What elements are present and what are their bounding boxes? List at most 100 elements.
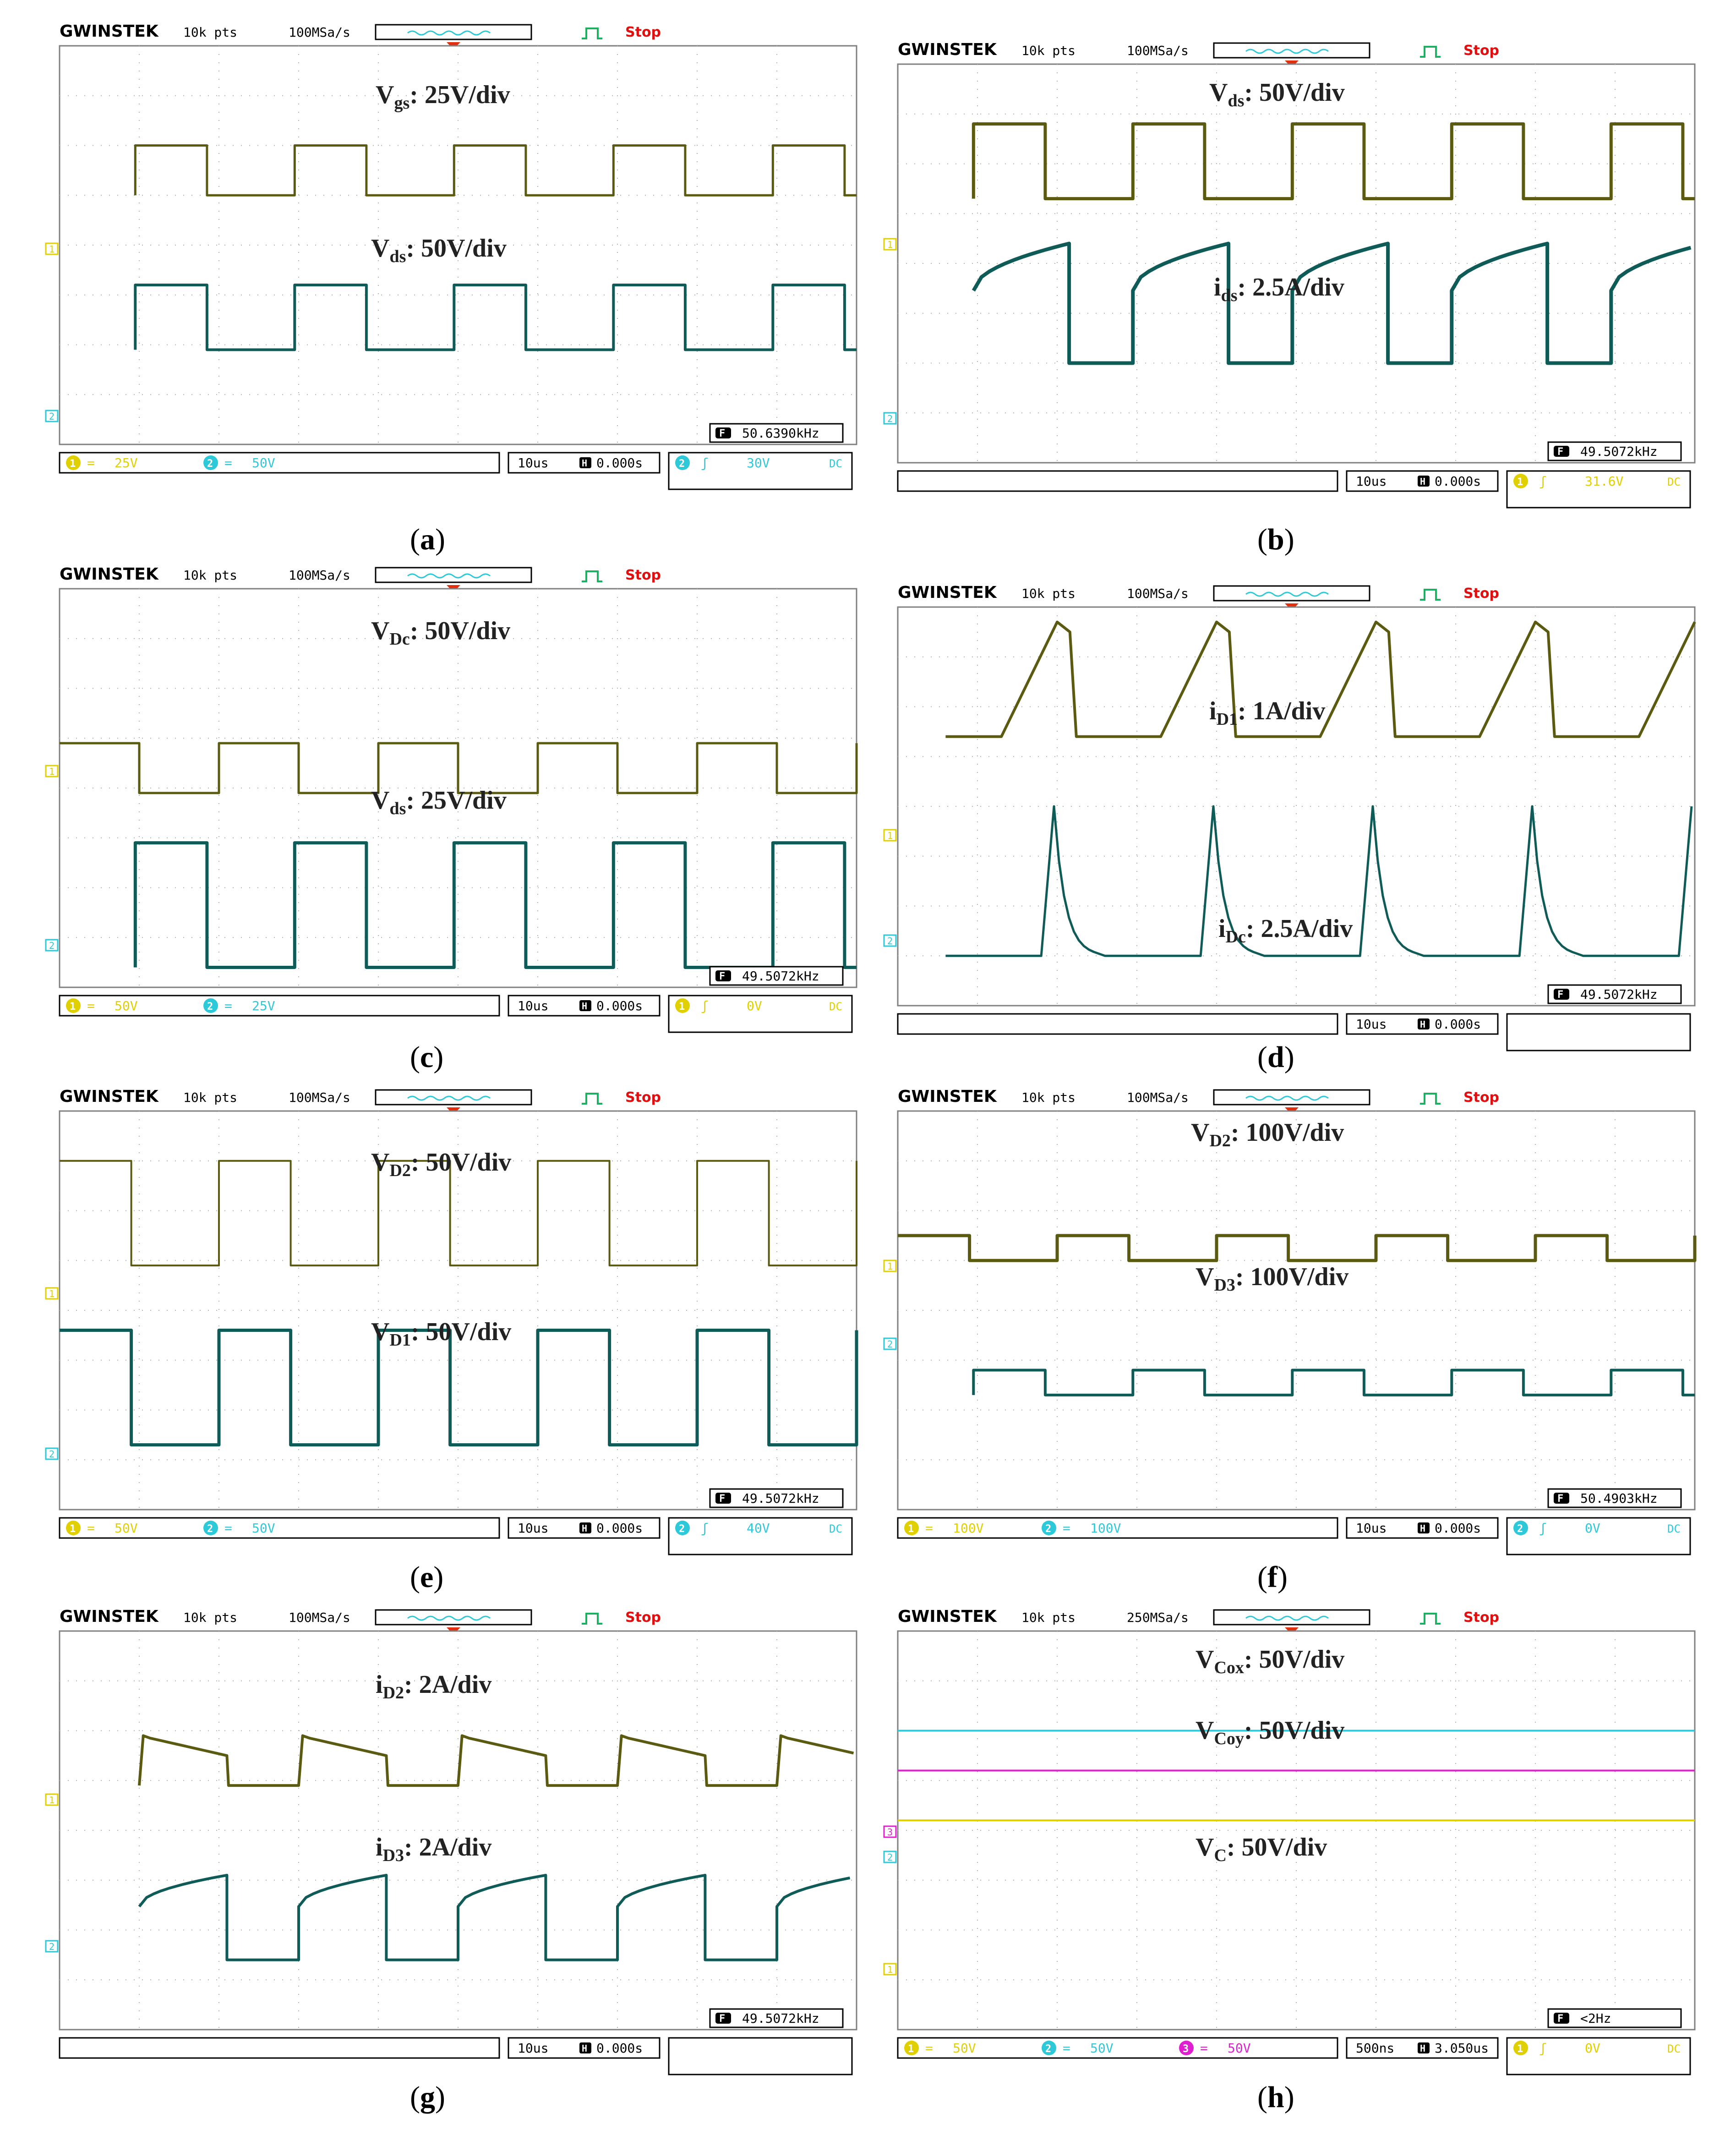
edge-trigger-icon [582,570,602,582]
edge-trigger-icon [582,27,602,39]
channel-scale-bar [897,470,1338,492]
trigger-source: 1 [1517,476,1523,488]
channel-label-2: iDc: 2.5A/div [1218,914,1353,947]
brand-logo: GWINSTEK [898,1087,997,1106]
channel-number-3: 3 [1183,2043,1189,2055]
trigger-level: 40V [747,1521,770,1536]
channel-scale-3: 50V [1228,2041,1251,2056]
delay-readout: 0.000s [596,455,643,471]
timebase-readout: 10us [518,998,548,1013]
timebase-readout: 10us [1356,1017,1387,1032]
memory-bar-wave [1245,591,1329,597]
trigger-level: 0V [1585,1521,1600,1536]
caption-f: (f) [1257,1560,1288,1594]
delay-readout: 0.000s [596,998,643,1013]
channel-scale-bar [59,2037,500,2059]
edge-trigger-icon [1420,46,1441,58]
scope-panel-a: GWINSTEK 10k pts 100MSa/s Stop 1 2 Vgs: 25V/di… [45,18,870,513]
channel-scale-bar [897,1013,1338,1035]
scope-panel-h: GWINSTEK 10k pts 250MSa/s Stop 1 2 3 VCox: 50V/… [883,1604,1709,2098]
channel-scale-1: 100V [953,1521,984,1536]
frequency-box [709,1488,844,1508]
channel-label-3: VC: 50V/div [1196,1833,1327,1865]
channel-marker-2: 2 [887,1852,893,1863]
trace-c-2 [133,841,857,969]
delay-readout: 3.050us [1435,2041,1489,2056]
delay-readout: 0.000s [1435,1017,1481,1032]
channel-number-2: 2 [207,1001,213,1013]
memory-bar [1213,585,1370,602]
brand-logo: GWINSTEK [898,583,997,602]
edge-trigger-icon [1420,589,1441,601]
graticule [59,45,857,445]
channel-scale-bar [897,1517,1338,1539]
scope-screen-b: GWINSTEK 10k pts 100MSa/s Stop 1 2 Vds: 50V/di… [883,40,1696,509]
trigger-source: 2 [679,1523,685,1535]
channel-number-1: 1 [908,1523,914,1535]
timebase-box [508,995,661,1017]
memory-bar-wave [407,1095,491,1101]
channel-label-2: VD1: 50V/div [371,1318,511,1350]
channel-scale-bar [59,995,500,1017]
scope-panel-d: GWINSTEK 10k pts 100MSa/s Stop 1 2 iD1: 1A/div… [883,580,1709,1074]
channel-marker-1: 1 [887,1261,893,1272]
channel-scale-1: 25V [115,455,138,471]
graticule [897,606,1696,1007]
memory-bar [375,24,532,40]
channel-marker-2: 2 [887,413,893,424]
scope-screen-d: GWINSTEK 10k pts 100MSa/s Stop 1 2 iD1: 1A/div… [883,583,1696,1051]
trace-e-2 [60,1329,858,1447]
channel-scale-2: 25V [252,998,275,1013]
trigger-slope-icon: ʃ [701,1521,709,1536]
trigger-box [668,995,853,1033]
scope-screen-a: GWINSTEK 10k pts 100MSa/s Stop 1 2 Vgs: 25V/di… [45,22,857,490]
trigger-box [1506,470,1691,509]
channel-label-1: VD2: 100V/div [1191,1118,1344,1150]
channel-scale-2: 50V [252,1521,275,1536]
channel-label-1: VCox: 50V/div [1196,1645,1344,1677]
memory-bar-wave [1245,1095,1329,1101]
caption-a: (a) [410,523,445,556]
caption-d: (d) [1257,1040,1294,1074]
record-length: 10k pts [183,568,237,583]
channel-marker-2: 2 [49,411,55,422]
memory-bar-wave [407,573,491,579]
channel-marker-3: 3 [887,1827,893,1838]
frequency-readout: 50.6390kHz [742,426,819,441]
trigger-slope-icon: ʃ [701,998,709,1013]
timebase-readout: 10us [1356,1521,1387,1536]
channel-scale-bar [59,1517,500,1539]
brand-logo: GWINSTEK [60,22,159,41]
graticule [59,1110,857,1511]
memory-bar [1213,42,1370,59]
coupling-dc-icon-2: = [224,455,232,471]
frequency-box [709,2008,844,2028]
channel-label-2: Vds: 25V/div [371,786,507,818]
trigger-coupling: DC [1667,476,1681,488]
brand-logo: GWINSTEK [60,1607,159,1626]
run-state: Stop [625,1089,661,1106]
scope-panel-e: GWINSTEK 10k pts 100MSa/s Stop 1 2 VD2: 50V/di… [45,1084,870,1578]
channel-number-2: 2 [1045,2043,1051,2055]
run-state: Stop [625,567,661,583]
channel-marker-1: 1 [887,239,893,250]
frequency-icon: F [1557,2013,1563,2025]
caption-e: (e) [410,1560,444,1594]
edge-trigger-icon [582,1093,602,1105]
frequency-readout: 49.5072kHz [742,969,819,984]
memory-bar [375,1089,532,1106]
channel-number-2: 2 [207,1523,213,1535]
delay-readout: 0.000s [1435,474,1481,489]
frequency-icon: F [719,2013,725,2025]
channel-marker-1: 1 [887,1964,893,1975]
channel-number-1: 1 [70,1001,76,1013]
channel-marker-1: 1 [887,830,893,841]
trigger-box [1506,2037,1691,2075]
caption-g: (g) [410,2080,445,2114]
frequency-icon: F [1557,446,1563,458]
channel-scale-2: 50V [252,455,275,471]
scope-panel-b: GWINSTEK 10k pts 100MSa/s Stop 1 2 Vds: 50V/di… [883,37,1709,531]
run-state: Stop [625,24,661,40]
channel-scale-2: 100V [1090,1521,1121,1536]
trace-a-1 [134,144,857,197]
